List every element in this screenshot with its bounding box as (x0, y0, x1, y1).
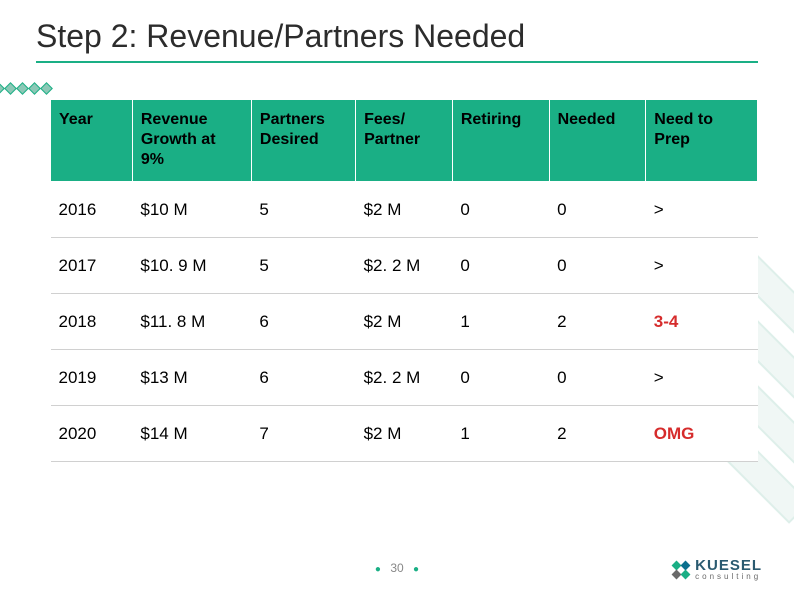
cell-fees: $2 M (356, 182, 453, 238)
table-header-row: Year Revenue Growth at 9% Partners Desir… (51, 100, 758, 182)
table-row: 2017$10. 9 M5$2. 2 M00> (51, 238, 758, 294)
cell-revenue: $10. 9 M (132, 238, 251, 294)
revenue-table: Year Revenue Growth at 9% Partners Desir… (50, 99, 758, 462)
col-header-revenue: Revenue Growth at 9% (132, 100, 251, 182)
cell-partners-desired: 6 (251, 350, 355, 406)
page-number: 30 (390, 561, 403, 575)
title-underline (36, 61, 758, 63)
cell-needed: 0 (549, 182, 646, 238)
table-body: 2016$10 M5$2 M00>2017$10. 9 M5$2. 2 M00>… (51, 182, 758, 462)
col-header-retiring: Retiring (452, 100, 549, 182)
col-header-needed: Needed (549, 100, 646, 182)
footer-dot-icon: ● (369, 564, 387, 575)
col-header-fees: Fees/ Partner (356, 100, 453, 182)
logo-mark-icon (673, 562, 689, 578)
cell-revenue: $14 M (132, 406, 251, 462)
cell-retiring: 0 (452, 350, 549, 406)
table-row: 2020$14 M7$2 M12OMG (51, 406, 758, 462)
slide: Step 2: Revenue/Partners Needed Year Rev… (0, 0, 794, 595)
cell-prep: > (646, 350, 758, 406)
cell-prep: OMG (646, 406, 758, 462)
logo: KUESEL consulting (673, 558, 762, 581)
cell-revenue: $10 M (132, 182, 251, 238)
cell-retiring: 0 (452, 182, 549, 238)
col-header-partners-desired: Partners Desired (251, 100, 355, 182)
title-block: Step 2: Revenue/Partners Needed (0, 18, 794, 63)
cell-partners-desired: 5 (251, 182, 355, 238)
cell-fees: $2 M (356, 406, 453, 462)
cell-fees: $2. 2 M (356, 350, 453, 406)
cell-partners-desired: 5 (251, 238, 355, 294)
cell-needed: 0 (549, 350, 646, 406)
cell-prep: > (646, 238, 758, 294)
cell-retiring: 1 (452, 294, 549, 350)
cell-partners-desired: 7 (251, 406, 355, 462)
cell-needed: 2 (549, 406, 646, 462)
decorative-diamonds (0, 84, 51, 93)
col-header-prep: Need to Prep (646, 100, 758, 182)
table-row: 2018$11. 8 M6$2 M123-4 (51, 294, 758, 350)
cell-partners-desired: 6 (251, 294, 355, 350)
cell-revenue: $11. 8 M (132, 294, 251, 350)
cell-retiring: 0 (452, 238, 549, 294)
logo-text: KUESEL consulting (695, 558, 762, 581)
logo-sub: consulting (695, 573, 762, 581)
cell-year: 2020 (51, 406, 133, 462)
cell-needed: 0 (549, 238, 646, 294)
cell-year: 2019 (51, 350, 133, 406)
cell-revenue: $13 M (132, 350, 251, 406)
table-row: 2019$13 M6$2. 2 M00> (51, 350, 758, 406)
cell-fees: $2. 2 M (356, 238, 453, 294)
cell-prep: > (646, 182, 758, 238)
footer-dot-icon: ● (407, 564, 425, 575)
logo-name: KUESEL (695, 558, 762, 573)
table-container: Year Revenue Growth at 9% Partners Desir… (50, 99, 758, 462)
table-row: 2016$10 M5$2 M00> (51, 182, 758, 238)
col-header-year: Year (51, 100, 133, 182)
cell-fees: $2 M (356, 294, 453, 350)
slide-title: Step 2: Revenue/Partners Needed (36, 18, 758, 55)
cell-year: 2016 (51, 182, 133, 238)
cell-year: 2018 (51, 294, 133, 350)
cell-prep: 3-4 (646, 294, 758, 350)
cell-retiring: 1 (452, 406, 549, 462)
cell-year: 2017 (51, 238, 133, 294)
cell-needed: 2 (549, 294, 646, 350)
